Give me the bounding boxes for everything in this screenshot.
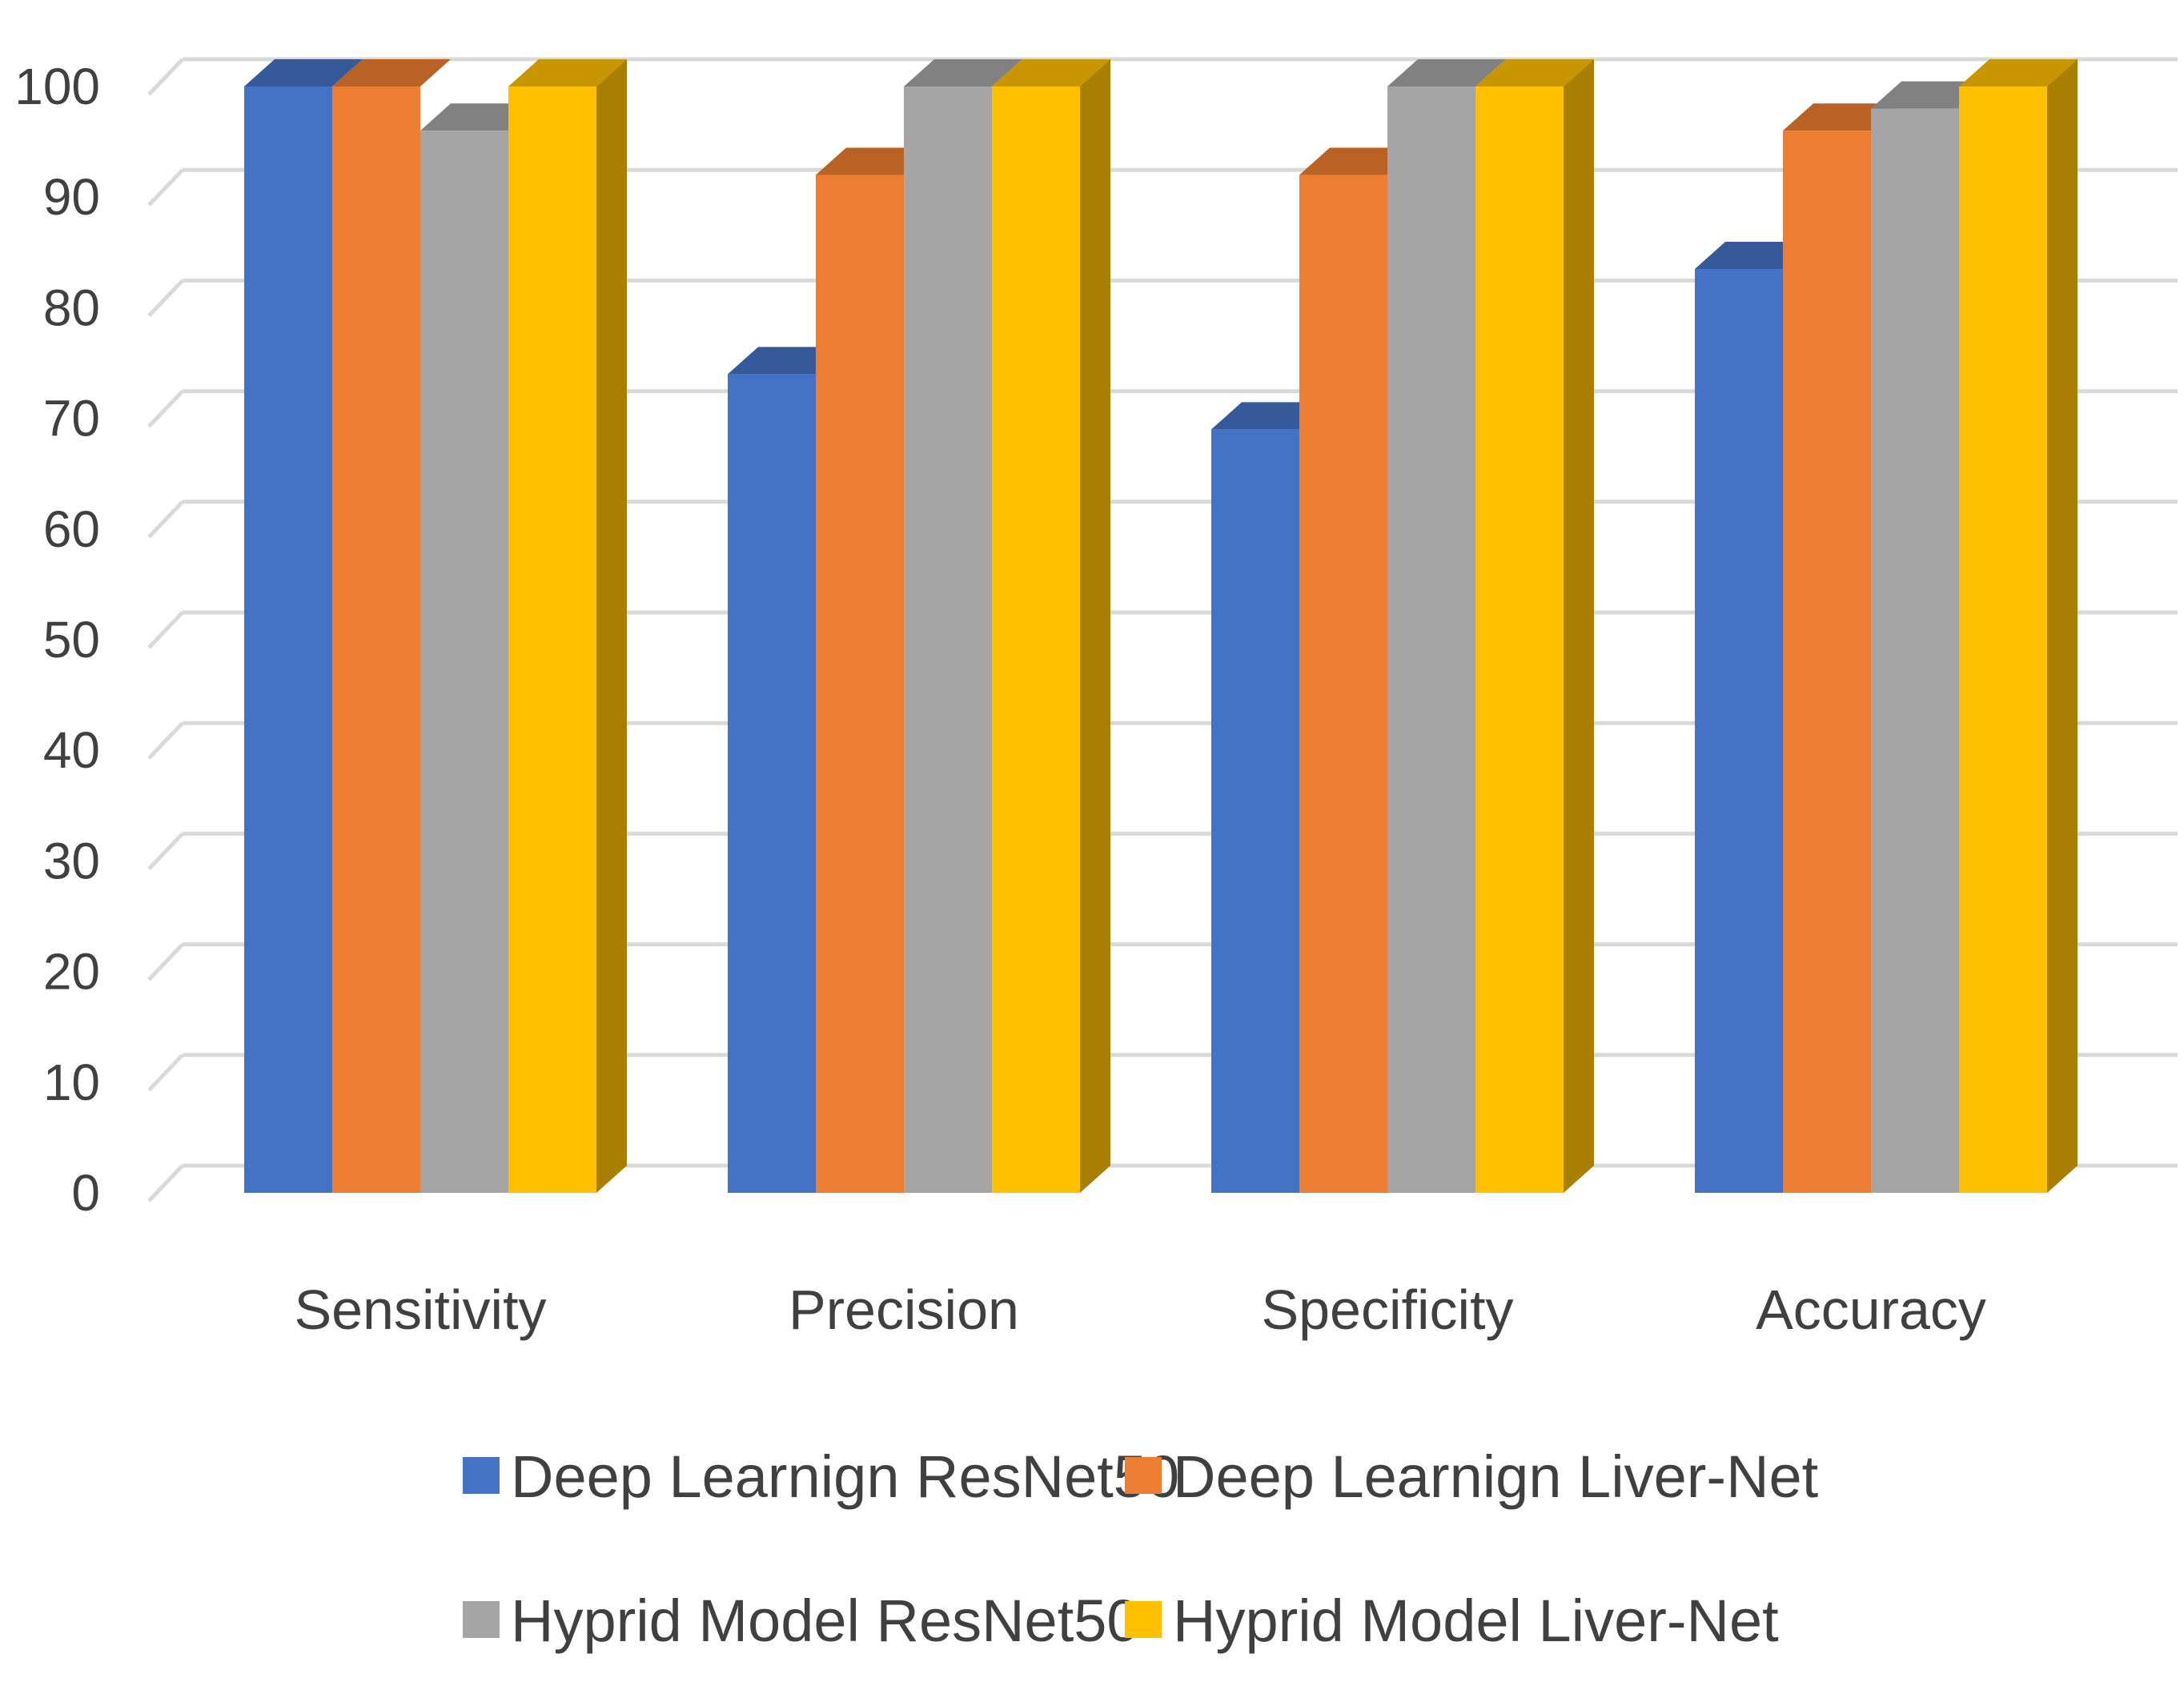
y-tick-label: 90: [43, 168, 100, 226]
bar-front: [1475, 86, 1564, 1193]
legend-item: Deep Learnign ResNet50: [463, 1443, 1179, 1510]
category-label: Sensitivity: [294, 1279, 546, 1341]
bar-top: [508, 59, 627, 86]
bar-front: [332, 86, 420, 1193]
bar-top: [904, 59, 1022, 86]
bar-top: [992, 59, 1110, 86]
bar-front: [1211, 429, 1299, 1193]
bar-front: [1387, 86, 1475, 1193]
bar-top: [1387, 59, 1506, 86]
y-tick-label: 30: [43, 832, 100, 889]
category-label: Accuracy: [1756, 1279, 1986, 1341]
bar-cluster-sensitivity: [244, 59, 627, 1193]
gridline-depth-60: [147, 500, 184, 539]
bar-specificity-0: [1211, 402, 1330, 1193]
bar-sensitivity-0: [244, 59, 363, 1193]
category-label: Precision: [789, 1279, 1019, 1341]
x-axis-categories: Sensitivity Precision Specificity Accuracy: [294, 1279, 1985, 1341]
bar-specificity-1: [1299, 147, 1418, 1193]
y-tick-label: 80: [43, 279, 100, 336]
bar-top: [332, 59, 451, 86]
bar-front: [904, 86, 992, 1193]
y-tick-label: 70: [43, 390, 100, 448]
gridline-depth-10: [147, 1054, 184, 1092]
bar-top: [1959, 59, 2078, 86]
bar-front: [992, 86, 1080, 1193]
gridline-depth-80: [147, 279, 184, 318]
bar-front: [1783, 130, 1871, 1193]
gridline-depth-40: [147, 721, 184, 760]
y-tick-label: 10: [43, 1054, 100, 1111]
bar-specificity-3: [1475, 59, 1594, 1193]
bar-side: [2047, 59, 2078, 1193]
y-tick-label: 50: [43, 611, 100, 668]
bar-cluster-specificity: [1211, 59, 1594, 1193]
bar-front: [1299, 175, 1387, 1193]
bar-sensitivity-1: [332, 59, 451, 1193]
bar-front: [1959, 86, 2047, 1193]
bar-front: [420, 130, 508, 1193]
gridline-depth-0: [147, 1164, 184, 1202]
legend-item: Hyprid Model Liver-Net: [1125, 1588, 1779, 1654]
bar-accuracy-0: [1695, 242, 1813, 1193]
y-tick-label: 60: [43, 500, 100, 558]
bar-precision-2: [904, 59, 1022, 1193]
y-tick-label: 100: [14, 58, 100, 115]
category-label: Specificity: [1261, 1279, 1513, 1341]
bar-precision-0: [728, 347, 846, 1193]
bar-front: [728, 374, 816, 1193]
bar-top: [1475, 59, 1594, 86]
bar-front: [508, 86, 596, 1193]
bar-precision-3: [992, 59, 1110, 1193]
bar-accuracy-3: [1959, 59, 2078, 1193]
legend-swatch: [1125, 1457, 1162, 1494]
bar-accuracy-1: [1783, 103, 1901, 1193]
legend-label: Deep Learnign Liver-Net: [1173, 1443, 1819, 1510]
legend-label: Hyprid Model Liver-Net: [1173, 1588, 1779, 1654]
bars: [244, 59, 2078, 1193]
gridline-depth-50: [147, 611, 184, 649]
bar-front: [1695, 269, 1783, 1193]
y-axis-ticks: 0 10 20 30 40 50 60 70 80 90 100: [14, 58, 100, 1222]
legend-label: Hyprid Model ResNet50: [511, 1588, 1140, 1654]
bar-side: [1080, 59, 1110, 1193]
legend-label: Deep Learnign ResNet50: [511, 1443, 1179, 1510]
bar-top: [244, 59, 363, 86]
legend-item: Deep Learnign Liver-Net: [1125, 1443, 1819, 1510]
bar-accuracy-2: [1871, 81, 1989, 1193]
legend-swatch: [463, 1601, 500, 1638]
bar-sensitivity-3: [508, 59, 627, 1193]
y-tick-label: 20: [43, 943, 100, 1001]
gridline-depth-30: [147, 832, 184, 871]
legend-swatch: [463, 1457, 500, 1494]
gridline-depth-90: [147, 168, 184, 207]
bar-specificity-2: [1387, 59, 1506, 1193]
gridline-depth-20: [147, 942, 184, 981]
bar-side: [1564, 59, 1594, 1193]
legend-item: Hyprid Model ResNet50: [463, 1588, 1140, 1654]
bar-sensitivity-2: [420, 103, 539, 1193]
bar-side: [596, 59, 627, 1193]
bar-front: [244, 86, 332, 1193]
gridline-depth-100: [147, 58, 184, 96]
bar-front: [1871, 108, 1959, 1193]
legend-swatch: [1125, 1601, 1162, 1638]
y-tick-label: 40: [43, 721, 100, 779]
bar-cluster-precision: [728, 59, 1110, 1193]
gridline-depth-70: [147, 389, 184, 428]
y-tick-label: 0: [71, 1164, 100, 1222]
bar-cluster-accuracy: [1695, 59, 2078, 1193]
bar-front: [816, 175, 904, 1193]
